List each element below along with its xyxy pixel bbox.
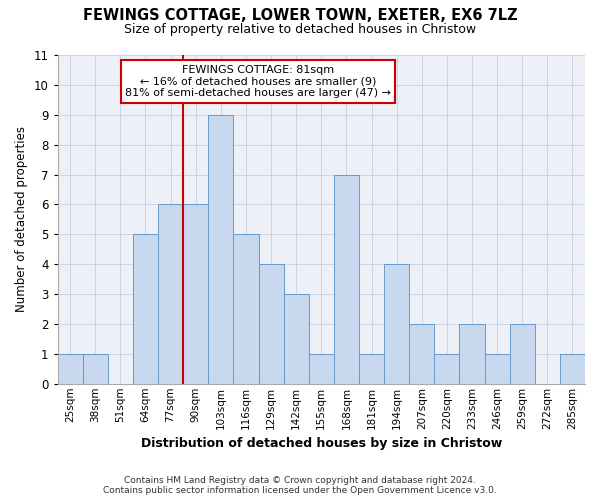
Bar <box>233 234 259 384</box>
Bar <box>133 234 158 384</box>
Bar <box>58 354 83 384</box>
Bar <box>409 324 434 384</box>
Bar <box>334 174 359 384</box>
Bar <box>434 354 460 384</box>
Bar <box>359 354 384 384</box>
Bar <box>460 324 485 384</box>
Bar <box>284 294 309 384</box>
Bar <box>485 354 509 384</box>
Text: Size of property relative to detached houses in Christow: Size of property relative to detached ho… <box>124 22 476 36</box>
Text: FEWINGS COTTAGE: 81sqm
← 16% of detached houses are smaller (9)
81% of semi-deta: FEWINGS COTTAGE: 81sqm ← 16% of detached… <box>125 65 391 98</box>
Bar <box>309 354 334 384</box>
Bar <box>158 204 183 384</box>
Text: Contains HM Land Registry data © Crown copyright and database right 2024.
Contai: Contains HM Land Registry data © Crown c… <box>103 476 497 495</box>
Bar <box>83 354 108 384</box>
Text: FEWINGS COTTAGE, LOWER TOWN, EXETER, EX6 7LZ: FEWINGS COTTAGE, LOWER TOWN, EXETER, EX6… <box>83 8 517 22</box>
Bar <box>259 264 284 384</box>
X-axis label: Distribution of detached houses by size in Christow: Distribution of detached houses by size … <box>140 437 502 450</box>
Bar <box>183 204 208 384</box>
Bar <box>509 324 535 384</box>
Y-axis label: Number of detached properties: Number of detached properties <box>15 126 28 312</box>
Bar <box>560 354 585 384</box>
Bar <box>384 264 409 384</box>
Bar <box>208 115 233 384</box>
